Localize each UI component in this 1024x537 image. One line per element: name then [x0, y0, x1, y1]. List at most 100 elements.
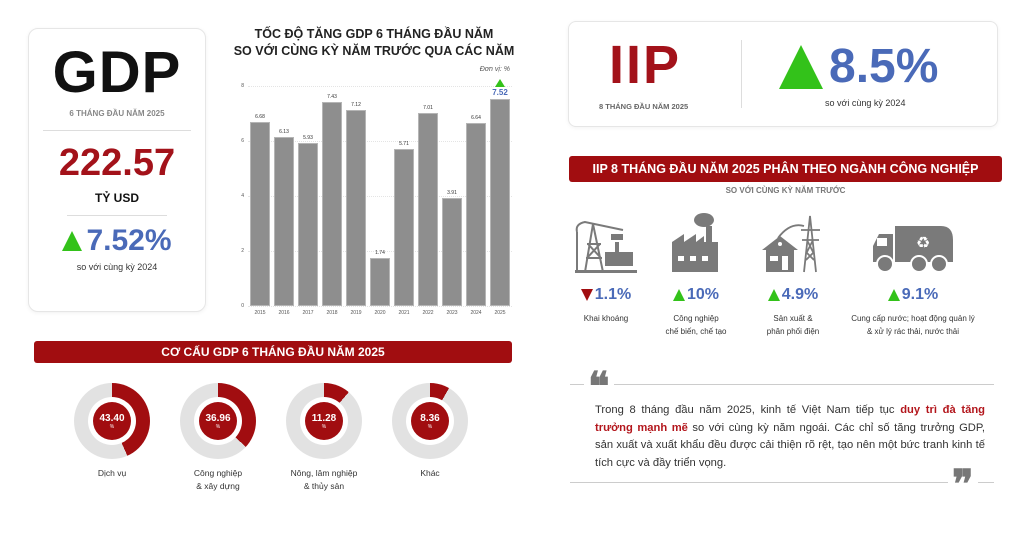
donut-value: 8.36: [420, 412, 440, 424]
iip-growth-note: so với cùng kỳ 2024: [825, 98, 906, 108]
chart-title-line1: TỐC ĐỘ TĂNG GDP 6 THÁNG ĐẦU NĂM: [254, 27, 494, 41]
bar-value-label: 6.13: [279, 129, 289, 136]
sector-mining: 1.1% Khai khoáng: [546, 212, 666, 325]
gdp-growth: 7.52%: [29, 224, 205, 258]
bar-rect: [490, 99, 510, 306]
gdp-structure-item: 8.36% Khác: [392, 383, 468, 480]
divider: [43, 130, 191, 131]
x-tick-label: 2019: [350, 310, 362, 316]
iip-sectors-banner: IIP 8 THÁNG ĐẦU NĂM 2025 PHÂN THEO NGÀNH…: [569, 156, 1002, 182]
y-tick-label: 8: [241, 83, 244, 89]
gdp-summary-card: GDP 6 THÁNG ĐẦU NĂM 2025 222.57 TỶ USD 7…: [28, 28, 206, 312]
bar-rect: [442, 198, 462, 306]
bar-value-label: 6.68: [255, 114, 265, 121]
svg-text:♻: ♻: [916, 233, 930, 252]
up-arrow-icon: [495, 79, 505, 88]
y-tick-label: 0: [241, 303, 244, 309]
bar-2018: 7.43: [322, 94, 342, 306]
sector-value: 1.1%: [594, 286, 632, 303]
donut-label: Khác: [420, 468, 440, 478]
donut-label: Công nghiệp & xây dựng: [193, 468, 243, 491]
gridline: [248, 141, 512, 142]
bar-rect: [274, 137, 294, 306]
x-tick-label: 2015: [254, 310, 266, 316]
bar-2019: 7.12: [346, 102, 366, 306]
x-tick-label: 2024: [470, 310, 482, 316]
donut-chart: 8.36%: [392, 383, 468, 459]
oil-pump-icon: [546, 212, 666, 274]
bar-2020: 1.74: [370, 250, 390, 306]
donut-value: 11.28: [311, 412, 337, 424]
up-arrow-icon: [779, 45, 823, 89]
chart-unit: Đơn vị: %: [479, 66, 510, 73]
bar-value-label: 7.43: [327, 93, 337, 100]
gdp-value: 222.57: [58, 142, 176, 184]
factory-icon: [636, 212, 756, 274]
chart-title-line2: SO VỚI CÙNG KỲ NĂM TRƯỚC QUA CÁC NĂM: [233, 44, 515, 58]
bar-value-label: 7.52: [492, 88, 508, 98]
bar-2016: 6.13: [274, 129, 294, 306]
iip-sectors-subtitle: SO VỚI CÙNG KỲ NĂM TRƯỚC: [725, 186, 846, 195]
x-tick-label: 2018: [326, 310, 338, 316]
bar-2023: 3.91: [442, 190, 462, 306]
bar-value-label: 5.93: [303, 134, 313, 141]
gdp-unit: TỶ USD: [94, 191, 139, 205]
gdp-period: 6 THÁNG ĐẦU NĂM 2025: [69, 109, 165, 118]
bar-rect: [250, 122, 270, 306]
power-tower-house-icon: [733, 212, 853, 274]
gdp-structure-banner: CƠ CẤU GDP 6 THÁNG ĐẦU NĂM 2025: [34, 341, 512, 363]
donut-value: 43.40: [99, 412, 125, 424]
up-arrow-icon: [767, 289, 780, 301]
sector-manufacturing: 10% Công nghiệp chế biến, chế tạo: [636, 212, 756, 338]
y-tick-label: 2: [241, 248, 244, 254]
chart-title: TỐC ĐỘ TĂNG GDP 6 THÁNG ĐẦU NĂM SO VỚI C…: [228, 26, 520, 60]
chart-plot-area: 0 2 4 6 8 6.68 2015 6.13 2016 5.93 2017 7.43 2018 7.1…: [241, 79, 512, 316]
x-tick-label: 2021: [398, 310, 410, 316]
sector-value: 9.1%: [901, 286, 939, 303]
gdp-structure-item: 11.28% Nông, lâm nghiệp & thủy sản: [286, 383, 362, 493]
donut-chart: 36.96%: [180, 383, 256, 459]
sector-electricity: 4.9% Sản xuất & phân phối điện: [733, 212, 853, 338]
sector-water-waste: ♻ 9.1% Cung cấp nước; hoạt động quản lý …: [848, 212, 978, 338]
vertical-divider: [741, 40, 742, 108]
bar-value-label: 1.74: [375, 250, 385, 257]
bar-2024: 6.64: [466, 115, 486, 306]
donut-label: Dịch vụ: [97, 468, 127, 478]
sector-label: Cung cấp nước; hoạt động quản lý & xử lý…: [851, 314, 975, 336]
down-arrow-icon: [580, 289, 593, 301]
sector-label: Công nghiệp chế biến, chế tạo: [665, 314, 727, 336]
x-tick-label: 2020: [374, 310, 386, 316]
gdp-structure-item: 43.40% Dịch vụ: [74, 383, 150, 480]
bar-rect: [418, 113, 438, 306]
open-quote-icon: ❝: [584, 367, 614, 407]
up-arrow-icon: [672, 289, 685, 301]
gridline: [248, 251, 512, 252]
bar-rect: [346, 110, 366, 306]
quote-divider-bottom: [570, 482, 994, 483]
iip-title: IIP: [609, 35, 682, 95]
gdp-growth-value: 7.52%: [86, 224, 172, 257]
divider: [67, 215, 167, 216]
iip-growth-value: 8.5%: [829, 40, 939, 93]
x-tick-label: 2025: [494, 310, 506, 316]
quote-divider-top: [570, 384, 994, 385]
bar-value-label: 3.91: [447, 190, 457, 197]
donut-chart: 43.40%: [74, 383, 150, 459]
iip-summary-card: IIP 8 THÁNG ĐẦU NĂM 2025 8.5% so với cùn…: [568, 21, 998, 127]
bar-2017: 5.93: [298, 135, 318, 306]
donut-percent-sign: %: [215, 423, 221, 430]
iip-period: 8 THÁNG ĐẦU NĂM 2025: [599, 102, 689, 111]
bar-rect: [298, 142, 318, 306]
donut-percent-sign: %: [109, 423, 115, 430]
donut-percent-sign: %: [321, 423, 327, 430]
bar-value-label: 5.71: [399, 140, 409, 147]
bar-value-label: 6.64: [471, 115, 481, 122]
x-tick-label: 2017: [302, 310, 314, 316]
donut-percent-sign: %: [427, 423, 433, 430]
summary-quote: Trong 8 tháng đầu năm 2025, kinh tế Việt…: [595, 404, 985, 469]
quote-highlight: duy trì đà tăng trưởng mạnh mẽ: [595, 404, 985, 434]
y-tick-label: 6: [241, 138, 244, 144]
sector-value: 4.9%: [781, 286, 819, 303]
bar-rect: [394, 148, 414, 306]
bar-2025: 7.52: [490, 79, 510, 306]
